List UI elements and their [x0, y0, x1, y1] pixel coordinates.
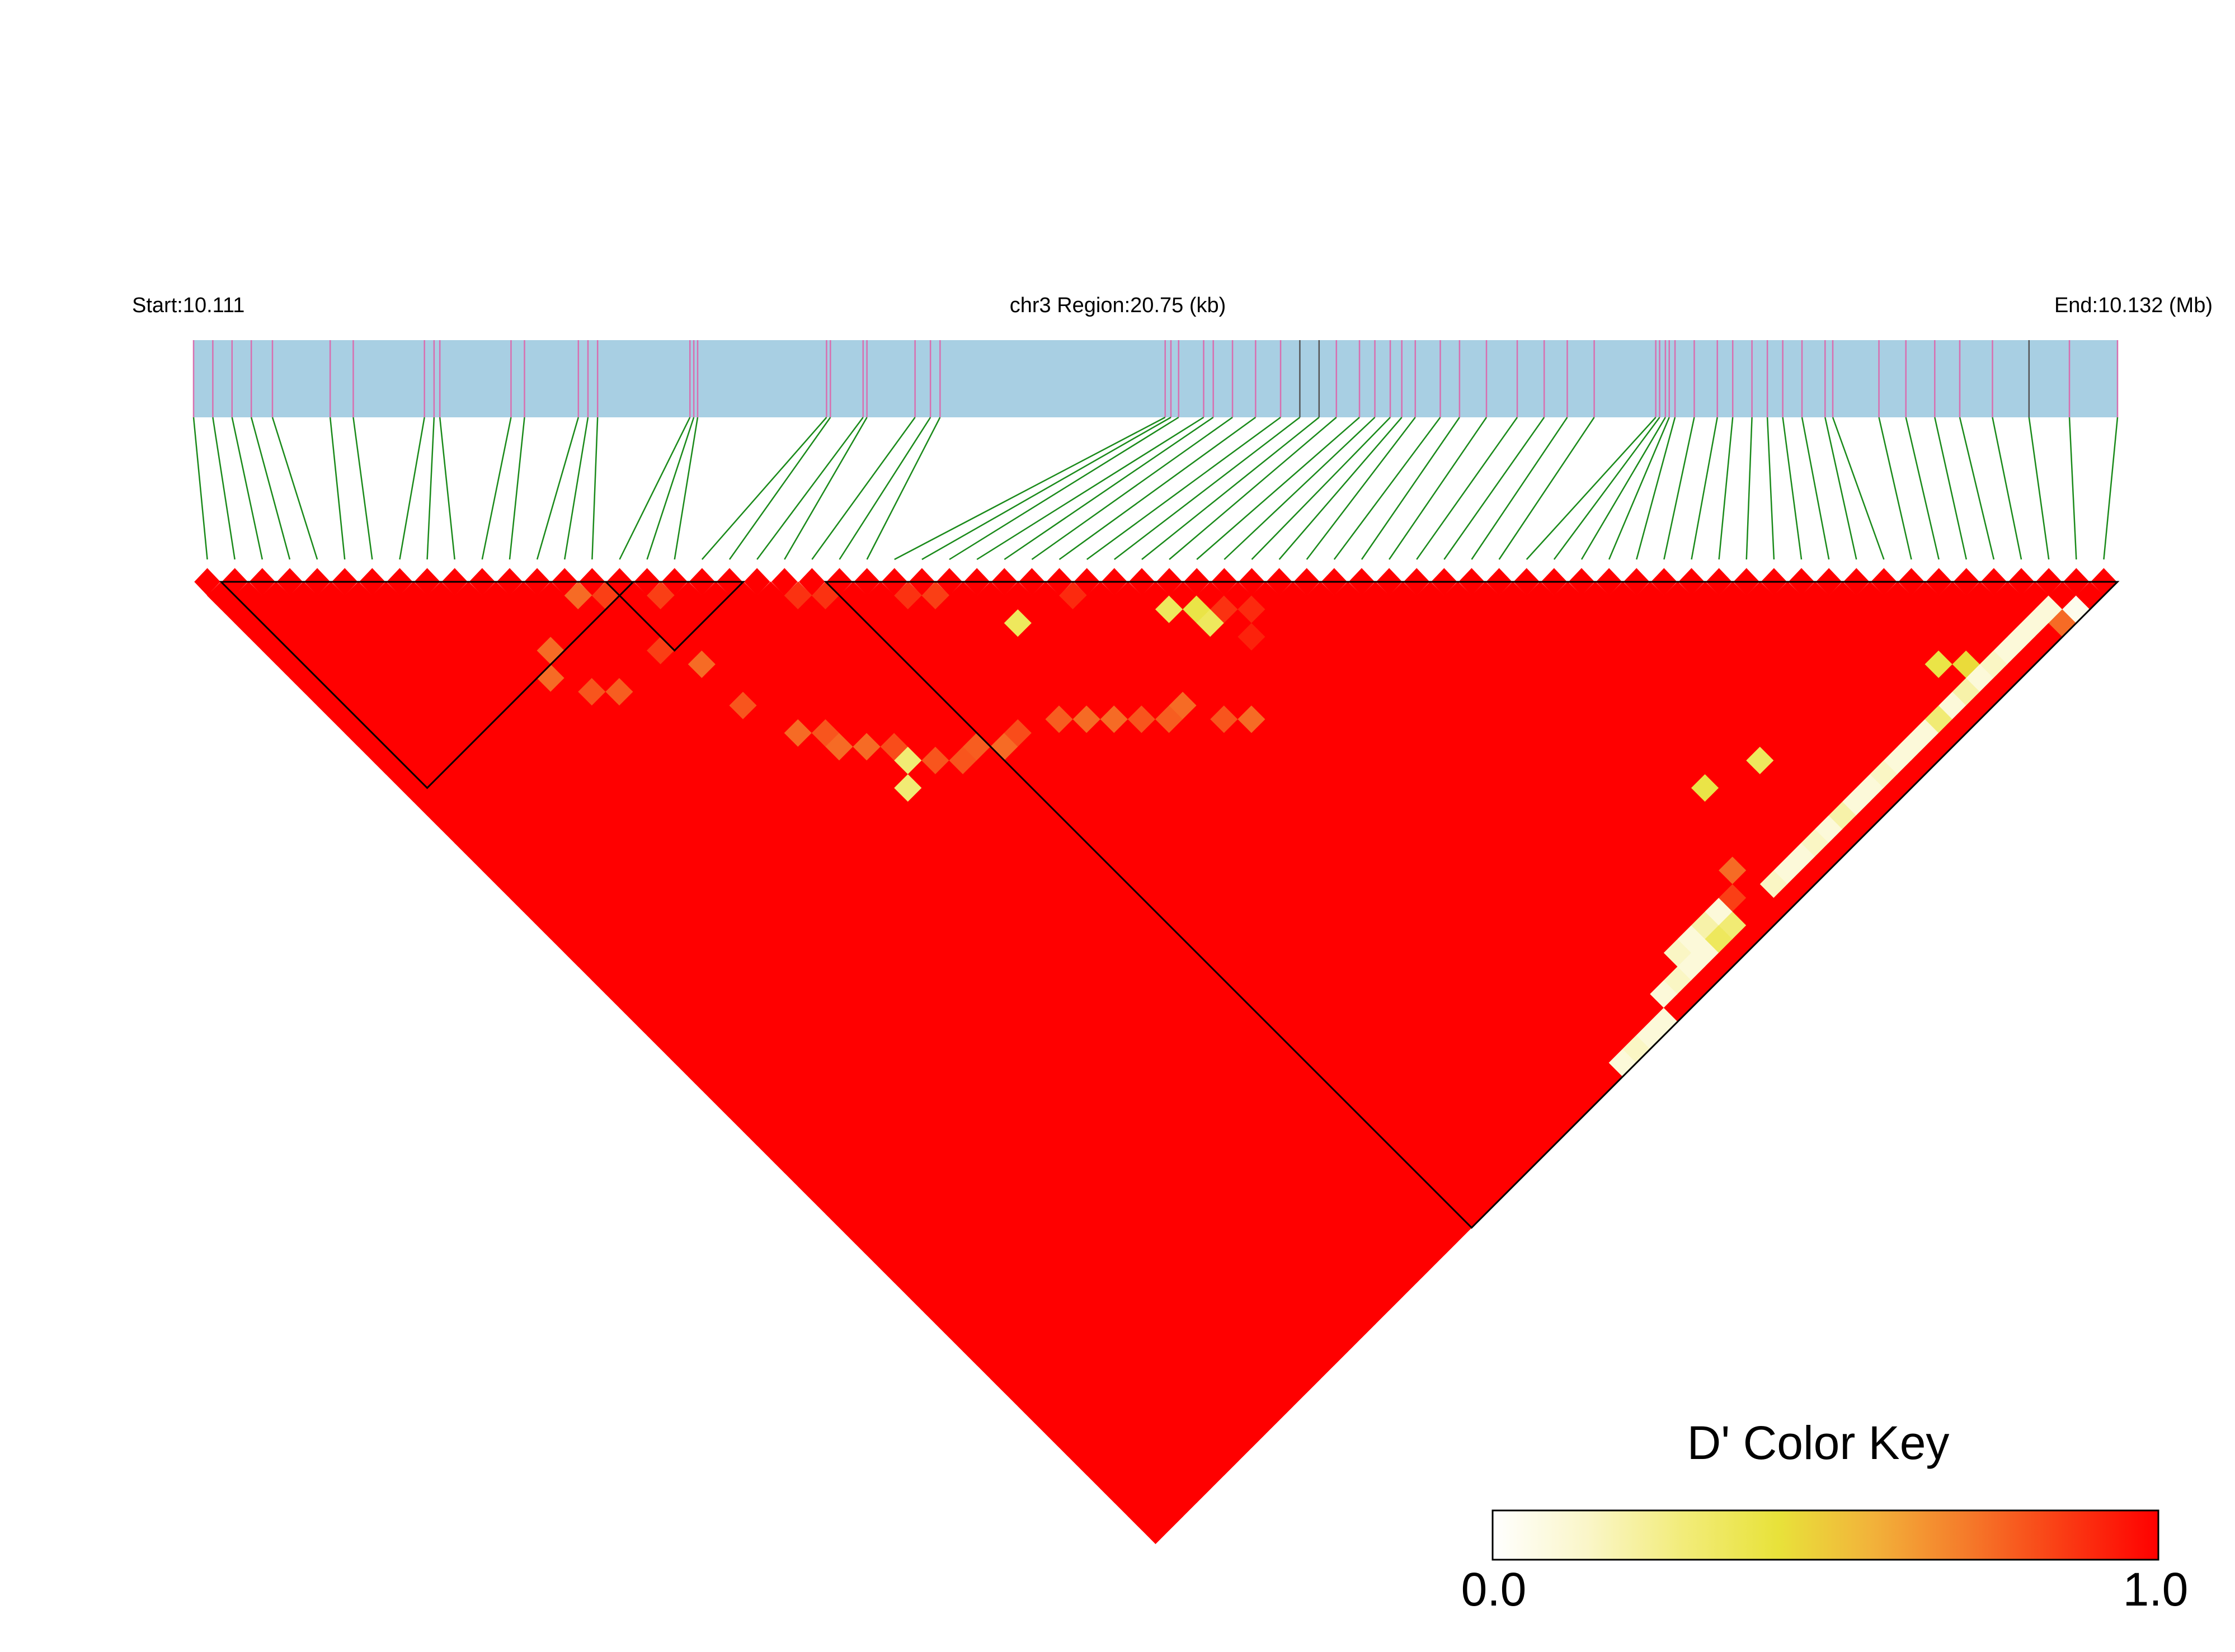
snp-connector: [1745, 417, 1753, 560]
color-key-max-label: 1.0: [2123, 1563, 2189, 1616]
snp-connector: [784, 417, 868, 560]
snp-connector: [231, 417, 264, 560]
snp-connector: [756, 417, 864, 560]
snp-connector: [2068, 417, 2077, 560]
snp-connector: [1416, 417, 1518, 560]
snp-connector: [536, 417, 580, 560]
track-band: [194, 340, 2118, 417]
snp-connector: [1004, 416, 1214, 561]
snp-connector: [1832, 417, 1885, 560]
snp-connector: [1498, 417, 1595, 560]
snp-connector: [1114, 417, 1301, 560]
snp-connector: [481, 417, 512, 560]
snp-connector: [976, 416, 1204, 561]
color-key-title: D' Color Key: [1687, 1416, 1950, 1469]
snp-connector: [250, 417, 291, 560]
snp-connector: [1553, 417, 1660, 560]
region-title: chr3 Region:20.75 (kb): [1010, 294, 1226, 317]
haplotype-block-outline: [219, 581, 636, 789]
snp-connector: [728, 417, 831, 560]
snp-connector: [1905, 417, 1940, 560]
snp-connector: [1278, 417, 1403, 560]
snp-connector: [1361, 417, 1460, 560]
snp-marker: [771, 568, 798, 596]
haplotype-block-outline: [604, 581, 746, 652]
snp-connector: [1141, 417, 1320, 560]
snp-connectors: [192, 416, 2119, 561]
snp-connector: [564, 417, 589, 560]
snp-connector: [352, 417, 373, 560]
region-end-label: End:10.132 (Mb): [2054, 294, 2213, 317]
snp-connector: [271, 417, 318, 560]
snp-connector: [1992, 417, 2022, 560]
snp-connector: [1608, 417, 1670, 560]
snp-position-track: [192, 340, 2119, 417]
snp-connector: [1086, 416, 1281, 561]
snp-connector: [1878, 417, 1912, 560]
snp-connector: [1580, 417, 1666, 560]
snp-connector: [674, 417, 699, 560]
snp-connector: [1959, 417, 1995, 560]
snp-ticks: [192, 340, 2119, 417]
snp-connector: [1333, 417, 1441, 560]
snp-connector: [1251, 417, 1391, 560]
color-key-min-label: 0.0: [1461, 1563, 1527, 1616]
snp-connector: [1224, 417, 1376, 560]
region-start-label: Start:10.111: [132, 294, 244, 317]
color-key-bar: [1491, 1509, 2159, 1561]
snp-connector: [1636, 417, 1676, 560]
snp-marker: [799, 568, 825, 596]
snp-connector: [212, 417, 236, 560]
snp-connector: [439, 417, 455, 560]
snp-marker: [194, 568, 220, 596]
snp-connector: [619, 417, 691, 560]
snp-connector: [2103, 417, 2119, 560]
snp-connector: [1691, 417, 1718, 560]
snp-connector: [1718, 417, 1734, 560]
snp-connector: [1824, 417, 1857, 560]
snp-connector: [1663, 417, 1695, 560]
snp-connector: [1196, 417, 1360, 560]
snp-connector: [701, 417, 827, 560]
snp-connector: [1058, 416, 1257, 561]
snp-connector: [921, 416, 1171, 561]
color-key: D' Color Key 0.0 1.0: [1461, 1416, 2189, 1616]
snp-connector: [949, 416, 1179, 561]
haplotype-blocks: [219, 581, 2120, 1229]
snp-connector: [1766, 417, 1775, 560]
snp-connector: [646, 417, 695, 560]
haplotype-block-outline: [824, 581, 2120, 1229]
snp-connector: [1801, 417, 1830, 560]
snp-connector: [426, 417, 435, 560]
snp-connector: [1306, 417, 1416, 560]
snp-connector: [509, 417, 525, 560]
snp-connector: [1471, 417, 1568, 560]
snp-connector: [1169, 417, 1337, 560]
ld-matrix: [194, 568, 2117, 1545]
snp-connector: [1443, 417, 1545, 560]
snp-connector: [591, 417, 599, 560]
snp-connector: [866, 417, 941, 560]
snp-connector: [1782, 417, 1803, 560]
snp-connector: [2028, 417, 2050, 560]
snp-marker: [744, 568, 770, 596]
snp-connector: [192, 417, 208, 560]
snp-connector: [811, 417, 916, 560]
snp-connector: [1934, 417, 1968, 560]
snp-connector: [399, 417, 425, 560]
snp-connector: [1526, 417, 1657, 560]
snp-connector: [1389, 417, 1488, 560]
snp-connector: [839, 417, 931, 560]
snp-connector: [1031, 416, 1233, 561]
snp-connector: [329, 417, 346, 560]
snp-connector: [894, 416, 1166, 561]
